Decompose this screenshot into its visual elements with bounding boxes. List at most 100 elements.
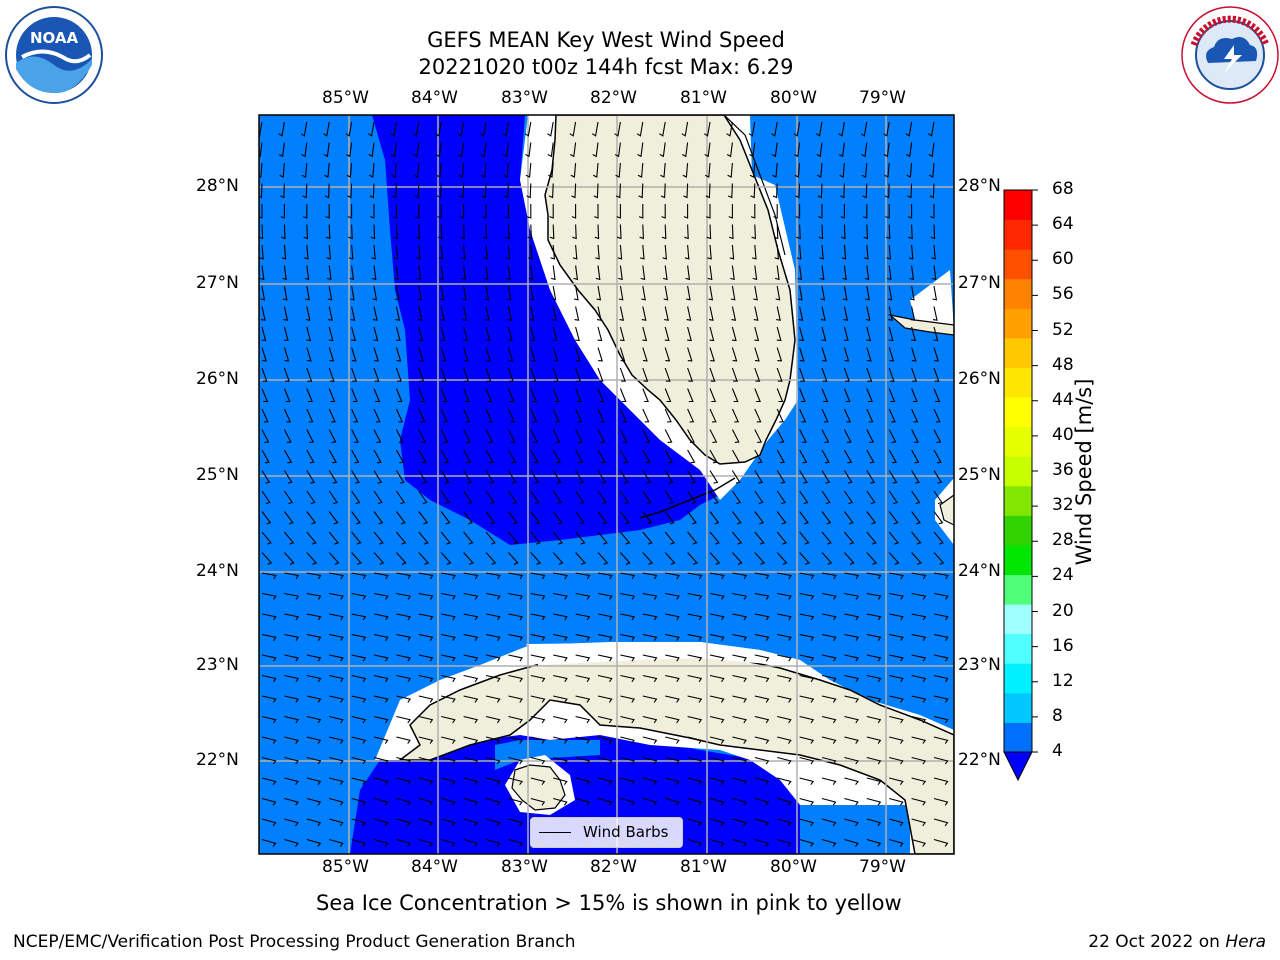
- wind-barb: [642, 490, 652, 505]
- wind-barb: [799, 531, 810, 545]
- wind-barb: [329, 736, 344, 744]
- wind-barb: [885, 224, 891, 240]
- wind-barb: [441, 674, 456, 683]
- wind-barb: [729, 224, 734, 240]
- wind-barb: [284, 674, 300, 683]
- wind-barb: [619, 306, 625, 321]
- wind-barb: [260, 306, 266, 321]
- wind-barb: [485, 552, 497, 565]
- wind-barb: [440, 449, 449, 464]
- wind-barb: [306, 511, 317, 525]
- wind-barb: [661, 204, 666, 219]
- wind-barb: [844, 613, 859, 621]
- wind-barb: [616, 204, 621, 219]
- wind-barb: [418, 715, 434, 724]
- wind-barb: [329, 572, 344, 580]
- wind-barb: [547, 121, 554, 137]
- wind-barb: [843, 531, 855, 545]
- wind-barb: [391, 183, 397, 199]
- wind-barb: [866, 838, 882, 847]
- graticule: [259, 115, 954, 854]
- wind-barb: [301, 162, 308, 178]
- wind-barb: [707, 244, 712, 260]
- wind-barb: [261, 531, 272, 545]
- wind-barb: [772, 183, 778, 199]
- wind-barb: [395, 552, 407, 565]
- wind-barb: [933, 429, 942, 443]
- wind-barb: [441, 818, 456, 827]
- wind-barb: [530, 572, 546, 580]
- wind-barb: [708, 285, 714, 301]
- wind-barb: [393, 244, 399, 260]
- wind-barb: [463, 654, 479, 662]
- wind-barb: [261, 367, 268, 382]
- wind-barb: [773, 224, 779, 240]
- wind-barb: [530, 408, 538, 423]
- wind-barb: [530, 449, 539, 464]
- wind-barb: [373, 326, 379, 342]
- wind-barb: [530, 797, 546, 806]
- colorbar-tick-label: 16: [1052, 635, 1074, 656]
- wind-barb: [709, 531, 720, 545]
- wind-barb: [687, 490, 697, 505]
- wind-barb: [665, 756, 680, 765]
- colorbar-segment: [1004, 397, 1032, 428]
- wind-barb: [704, 142, 711, 158]
- wind-barb: [435, 121, 442, 137]
- wind-barb: [687, 777, 703, 786]
- wind-barb: [373, 592, 389, 600]
- wind-barb: [418, 449, 427, 464]
- wind-barb: [844, 818, 859, 827]
- wind-barb: [687, 367, 694, 382]
- wind-barb: [306, 736, 322, 744]
- wind-barb: [799, 511, 809, 525]
- wind-barb: [619, 326, 625, 342]
- wind-barb: [597, 367, 604, 382]
- lon-label-bottom: 79°W: [859, 857, 906, 877]
- wind-barb: [440, 306, 445, 321]
- wind-barb: [885, 204, 890, 219]
- wind-barb: [866, 715, 882, 724]
- lat-label-right: 25°N: [958, 465, 1001, 485]
- wind-barb: [933, 633, 949, 641]
- wind-barb: [324, 183, 330, 199]
- wind-barb: [821, 388, 829, 403]
- wind-barb: [687, 715, 703, 724]
- wind-barb: [571, 183, 577, 199]
- wind-barb: [641, 306, 647, 321]
- wind-barb: [771, 142, 778, 158]
- wind-barb: [597, 347, 603, 362]
- wind-barb: [821, 797, 837, 806]
- lat-label-left: 25°N: [196, 465, 239, 485]
- wind-barb: [395, 306, 401, 321]
- wind-barb: [278, 142, 285, 158]
- wind-barb: [368, 162, 375, 178]
- wind-barb: [306, 449, 315, 464]
- wind-barb: [775, 285, 781, 301]
- wind-barb: [888, 429, 897, 443]
- wind-barb: [709, 777, 725, 786]
- wind-barb: [933, 388, 941, 403]
- wind-barb: [575, 777, 591, 786]
- wind-barb: [530, 470, 540, 484]
- wind-barb: [821, 613, 837, 621]
- wind-barb: [463, 674, 479, 683]
- wind-barb: [418, 367, 425, 382]
- wind-barb: [821, 572, 837, 580]
- wind-barb: [799, 326, 804, 342]
- wind-barb: [306, 490, 316, 505]
- wind-barb: [709, 818, 725, 827]
- wind-barb: [373, 633, 389, 641]
- wind-barb: [503, 162, 509, 178]
- wind-barb: [866, 449, 875, 464]
- wind-barb: [844, 592, 860, 600]
- wind-barb: [261, 388, 269, 403]
- wind-barb: [866, 367, 873, 382]
- wind-barb: [373, 654, 389, 662]
- wind-barb: [660, 183, 666, 199]
- colorbar-segment: [1004, 544, 1032, 576]
- wind-barb: [642, 347, 648, 362]
- wind-barb: [373, 490, 383, 505]
- wind-barb: [750, 183, 756, 199]
- wind-barb: [395, 531, 407, 545]
